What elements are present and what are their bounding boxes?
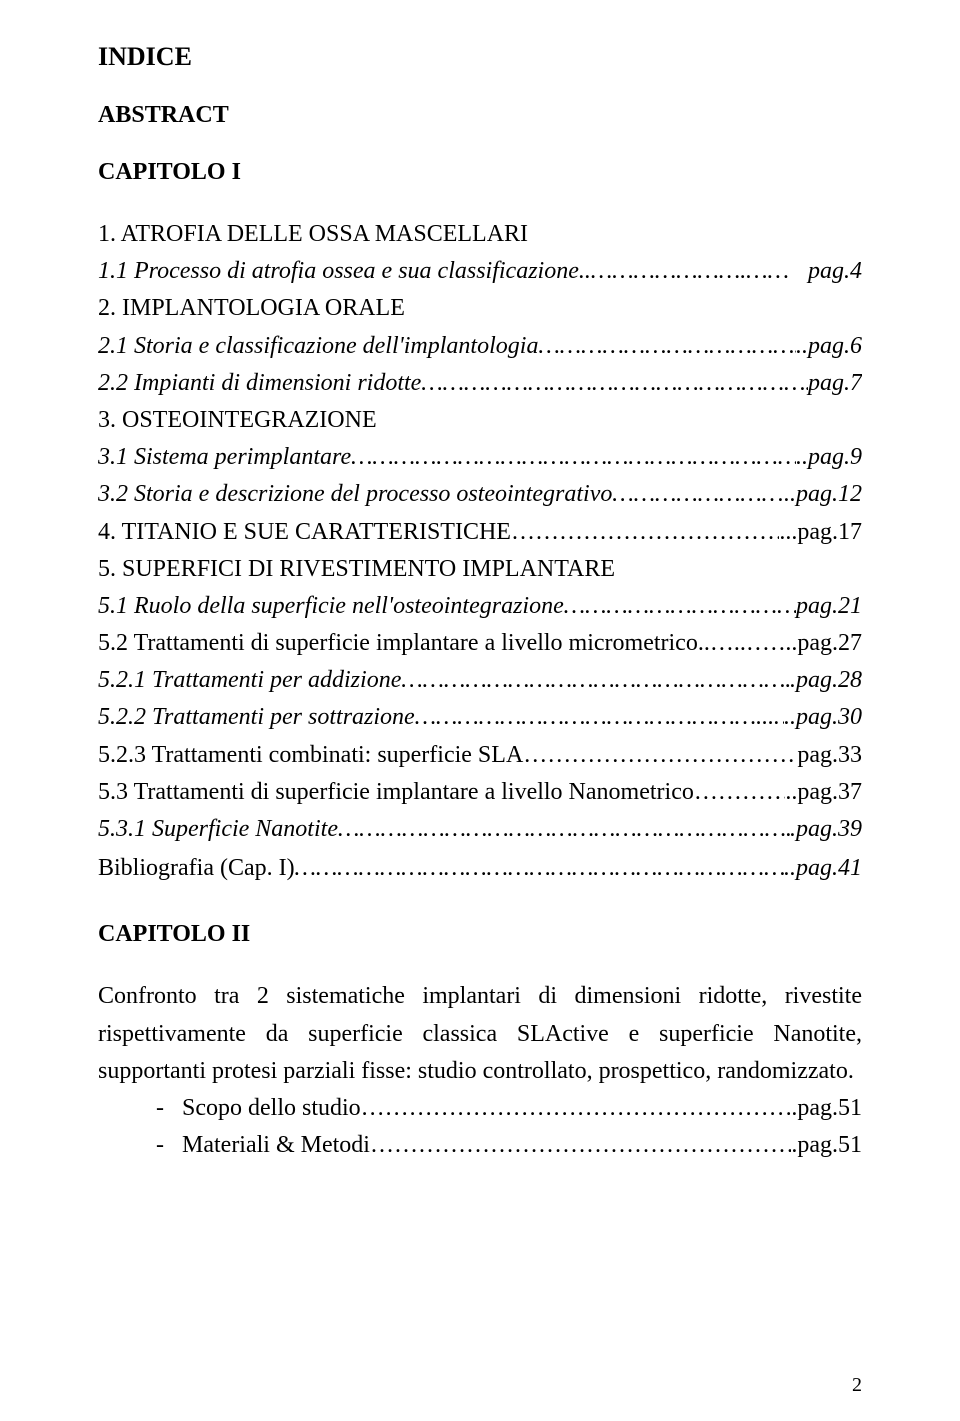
toc-fill: …………………………………………………………..… <box>338 811 790 848</box>
bibliography-fill: ………………………………………………………………… <box>295 850 784 887</box>
toc-page: pag.4 <box>808 253 862 290</box>
list-page: .pag.51 <box>791 1127 862 1164</box>
toc-line: 5.2.1 Trattamenti per addizione………………………… <box>98 662 862 699</box>
list-text: Materiali & Metodi <box>182 1127 370 1164</box>
abstract-label: ABSTRACT <box>98 102 862 129</box>
toc-page: ..pag.9 <box>796 439 862 476</box>
toc-text: 3.2 Storia e descrizione del processo os… <box>98 476 612 513</box>
toc-text: 5.2.1 Trattamenti per addizione <box>98 662 401 699</box>
list-item: -Materiali & Metodi………………………………………………………… <box>98 1127 862 1164</box>
table-of-contents: 1. ATROFIA DELLE OSSA MASCELLARI1.1 Proc… <box>98 216 862 848</box>
bibliography-page: ..pag.41 <box>784 850 862 887</box>
toc-page: ..pag.6 <box>796 328 862 365</box>
toc-text: 2.1 Storia e classificazione dell'implan… <box>98 328 538 365</box>
toc-fill: ………………………………… <box>564 588 796 625</box>
toc-page: ..pag.30 <box>784 699 862 736</box>
toc-fill: ……………………………………………………………… <box>351 439 796 476</box>
toc-page: .pag.39 <box>790 811 862 848</box>
toc-line: 5.2.2 Trattamenti per sottrazione…………………… <box>98 699 862 736</box>
toc-line: 5.2.3 Trattamenti combinati: superficie … <box>98 737 862 774</box>
toc-fill: …………………………………………...… <box>415 699 784 736</box>
toc-line: 1.1 Processo di atrofia ossea e sua clas… <box>98 253 862 290</box>
toc-fill: …………………………………… <box>538 328 796 365</box>
toc-page: ..pag.37 <box>785 774 862 811</box>
chapter-2-body: Confronto tra 2 sistematiche implantari … <box>98 978 862 1090</box>
toc-page: pag.7 <box>808 365 862 402</box>
toc-text: 2. IMPLANTOLOGIA ORALE <box>98 290 405 327</box>
toc-line: 3.2 Storia e descrizione del processo os… <box>98 476 862 513</box>
toc-line: 3.1 Sistema perimplantare………………………………………… <box>98 439 862 476</box>
bibliography-line: Bibliografia (Cap. I) ………………………………………………… <box>98 850 862 887</box>
toc-page: ..pag.27 <box>785 625 862 662</box>
toc-line: 2.2 Impianti di dimensioni ridotte………………… <box>98 365 862 402</box>
toc-text: 1. ATROFIA DELLE OSSA MASCELLARI <box>98 216 528 253</box>
toc-text: 3.1 Sistema perimplantare <box>98 439 351 476</box>
toc-page: ...pag.12 <box>778 476 862 513</box>
toc-line: 5.2 Trattamenti di superficie implantare… <box>98 625 862 662</box>
list-page: .pag.51 <box>791 1090 862 1127</box>
toc-text: 4. TITANIO E SUE CARATTERISTICHE <box>98 514 511 551</box>
toc-fill: ..…..…… <box>698 625 786 662</box>
toc-text: 5.3.1 Superficie Nanotite <box>98 811 338 848</box>
toc-fill: ………………….…… <box>591 253 808 290</box>
toc-page: ...pag.17 <box>779 514 862 551</box>
toc-text: 5.2.3 Trattamenti combinati: superficie … <box>98 737 523 774</box>
list-item: -Scopo dello studio………………………………………………..…… <box>98 1090 862 1127</box>
toc-fill: ……………………………… <box>511 514 779 551</box>
list-fill: ……………………………………………………… <box>370 1127 791 1164</box>
toc-line: 3. OSTEOINTEGRAZIONE <box>98 402 862 439</box>
toc-line: 5.3.1 Superficie Nanotite………………………………………… <box>98 811 862 848</box>
toc-page: .pag.28 <box>790 662 862 699</box>
toc-line: 2.1 Storia e classificazione dell'implan… <box>98 328 862 365</box>
toc-line: 5.1 Ruolo della superficie nell'osteoint… <box>98 588 862 625</box>
chapter-2-label: CAPITOLO II <box>98 921 862 948</box>
bibliography-text: Bibliografia (Cap. I) <box>98 850 295 887</box>
toc-text: 5.2 Trattamenti di superficie implantare… <box>98 625 698 662</box>
toc-fill: ………… <box>694 774 786 811</box>
toc-fill: ……………………… <box>612 476 778 513</box>
toc-fill: ………………………………………………………… <box>421 365 808 402</box>
list-text: Scopo dello studio <box>182 1090 361 1127</box>
bullet-dash: - <box>156 1127 182 1164</box>
toc-line: 4. TITANIO E SUE CARATTERISTICHE……………………… <box>98 514 862 551</box>
toc-text: 5.2.2 Trattamenti per sottrazione <box>98 699 415 736</box>
list-fill: ………………………………………………..…… <box>361 1090 792 1127</box>
page-number: 2 <box>852 1374 862 1397</box>
toc-text: 3. OSTEOINTEGRAZIONE <box>98 402 377 439</box>
document-title: INDICE <box>98 42 862 72</box>
toc-line: 5.3 Trattamenti di superficie implantare… <box>98 774 862 811</box>
toc-page: pag.21 <box>796 588 862 625</box>
chapter-1-label: CAPITOLO I <box>98 159 862 186</box>
toc-text: 2.2 Impianti di dimensioni ridotte <box>98 365 421 402</box>
bullet-dash: - <box>156 1090 182 1127</box>
toc-page: pag.33 <box>797 737 862 774</box>
toc-line: 2. IMPLANTOLOGIA ORALE <box>98 290 862 327</box>
chapter-2-list: -Scopo dello studio………………………………………………..…… <box>98 1090 862 1164</box>
toc-text: 5.1 Ruolo della superficie nell'osteoint… <box>98 588 564 625</box>
toc-line: 1. ATROFIA DELLE OSSA MASCELLARI <box>98 216 862 253</box>
toc-line: 5. SUPERFICI DI RIVESTIMENTO IMPLANTARE <box>98 551 862 588</box>
toc-fill: ………………………………………………… <box>401 662 790 699</box>
toc-text: 1.1 Processo di atrofia ossea e sua clas… <box>98 253 591 290</box>
toc-text: 5.3 Trattamenti di superficie implantare… <box>98 774 694 811</box>
toc-text: 5. SUPERFICI DI RIVESTIMENTO IMPLANTARE <box>98 551 615 588</box>
toc-fill: ………………………………… <box>523 737 797 774</box>
